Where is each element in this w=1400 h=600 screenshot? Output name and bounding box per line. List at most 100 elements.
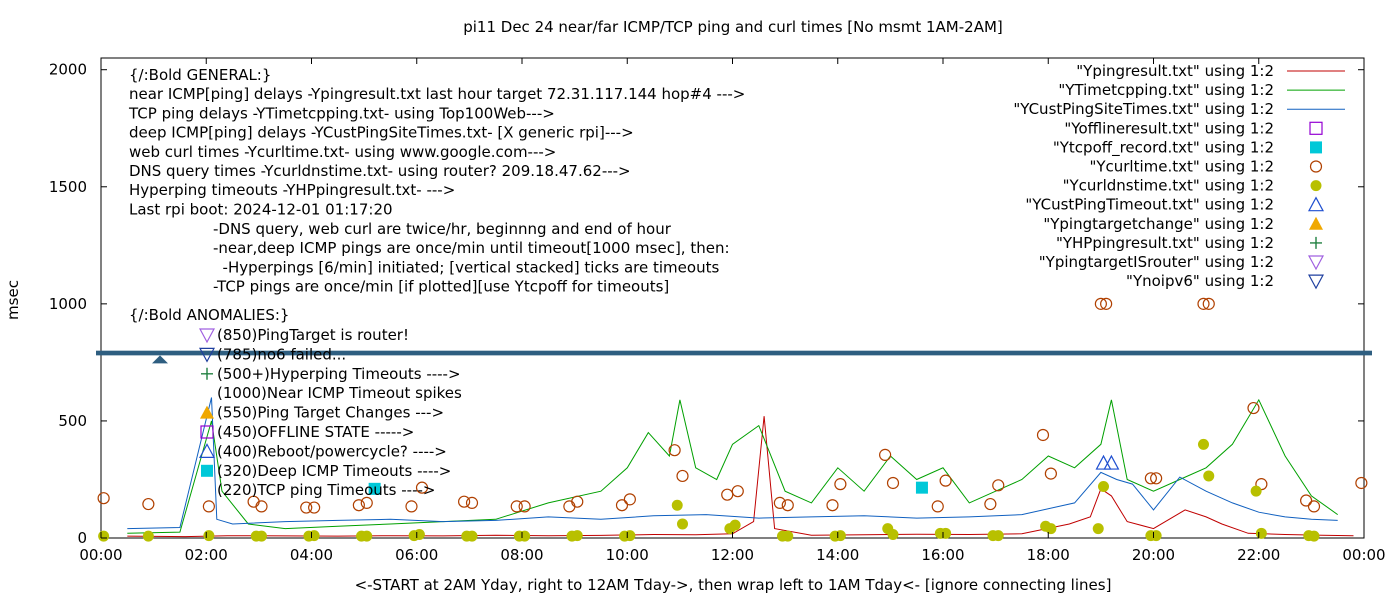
anomaly-marker bbox=[198, 443, 216, 458]
x-tick-label: 00:00 bbox=[1342, 546, 1385, 564]
anomaly-text: (500+)Hyperping Timeouts ----> bbox=[217, 365, 461, 383]
legend: "Ypingresult.txt" using 1:2"YTimetcpping… bbox=[1013, 62, 1345, 290]
series-6-point bbox=[142, 530, 154, 542]
series-6-point bbox=[940, 527, 952, 539]
break-notch-shade bbox=[152, 355, 168, 364]
series-line-1 bbox=[127, 398, 1338, 534]
series-5-point bbox=[1150, 472, 1163, 485]
series-5-point bbox=[308, 501, 321, 514]
series-6-point bbox=[308, 530, 320, 542]
anomaly-marker bbox=[198, 347, 216, 363]
series-5-point bbox=[668, 444, 681, 457]
x-tick-label: 06:00 bbox=[395, 546, 438, 564]
annotation-notes: {/:Bold GENERAL:}near ICMP[ping] delays … bbox=[128, 66, 745, 324]
note-line: TCP ping delays -YTimetcpping.txt- using… bbox=[128, 104, 555, 122]
anomaly-text: (400)Reboot/powercycle? ----> bbox=[217, 442, 447, 460]
series-5-point bbox=[623, 493, 636, 506]
note-indented-line: -Hyperpings [6/min] initiated; [vertical… bbox=[213, 258, 719, 276]
series-5-point bbox=[1100, 297, 1113, 310]
legend-marker-sample bbox=[1307, 196, 1325, 212]
x-tick-label: 14:00 bbox=[816, 546, 859, 564]
series-5-point bbox=[510, 500, 523, 513]
series-5-point bbox=[465, 496, 479, 509]
series-5-point bbox=[415, 481, 429, 494]
series-5-point bbox=[202, 500, 215, 513]
series-6-point bbox=[1045, 523, 1057, 535]
series-6-point bbox=[1092, 523, 1104, 535]
legend-marker-sample bbox=[1310, 236, 1322, 249]
legend-marker-sample bbox=[1309, 216, 1323, 230]
series-5-point bbox=[300, 501, 313, 514]
anomalies-heading: {/:Bold ANOMALIES:} bbox=[129, 306, 289, 324]
x-tick-label: 00:00 bbox=[79, 546, 122, 564]
note-line: {/:Bold GENERAL:} bbox=[129, 66, 271, 84]
legend-label: "Ypingresult.txt" using 1:2 bbox=[1076, 62, 1274, 80]
legend-label: "Ytcpoff_record.txt" using 1:2 bbox=[1053, 138, 1274, 157]
series-5-point bbox=[721, 488, 734, 501]
x-tick-label: 04:00 bbox=[290, 546, 333, 564]
series-7-point bbox=[1103, 454, 1120, 470]
legend-label: "Ypingtargetchange" using 1:2 bbox=[1043, 215, 1274, 233]
series-4-point bbox=[368, 482, 381, 495]
x-tick-label: 08:00 bbox=[500, 546, 543, 564]
series-6-point bbox=[256, 530, 268, 542]
series-6-point bbox=[1150, 530, 1162, 542]
legend-label: "Yofflineresult.txt" using 1:2 bbox=[1064, 119, 1274, 137]
series-6-point bbox=[624, 530, 636, 542]
series-6-point bbox=[992, 530, 1004, 542]
series-5-point bbox=[1307, 500, 1321, 513]
series-5-point bbox=[1300, 494, 1313, 507]
anomaly-text: (550)Ping Target Changes ---> bbox=[217, 404, 444, 422]
series-5-point bbox=[518, 500, 531, 513]
legend-marker-sample bbox=[1310, 141, 1322, 154]
series-6-point bbox=[677, 518, 689, 530]
series-6-point bbox=[98, 530, 110, 542]
series-5-point bbox=[992, 479, 1005, 492]
series-5-point bbox=[731, 485, 744, 498]
series-6-point bbox=[1250, 485, 1262, 497]
series-6-point bbox=[1203, 470, 1215, 482]
x-tick-label: 02:00 bbox=[185, 546, 228, 564]
y-axis-ticks: 0 500 1000 1500 2000 bbox=[49, 61, 1364, 547]
y-axis-label: msec bbox=[4, 280, 22, 320]
legend-label: "YCustPingSiteTimes.txt" using 1:2 bbox=[1013, 100, 1274, 118]
series-5-point bbox=[939, 474, 952, 487]
anomaly-marker bbox=[201, 464, 213, 477]
series-5-point bbox=[615, 499, 629, 512]
series-5-point bbox=[142, 497, 155, 511]
series-line-2 bbox=[127, 397, 1338, 530]
series-7-point bbox=[1095, 454, 1112, 470]
series-6-point bbox=[834, 530, 846, 542]
series-5-point bbox=[773, 496, 786, 509]
anomaly-marker bbox=[198, 328, 216, 344]
series-5-point bbox=[1197, 297, 1210, 310]
series-6-point bbox=[1308, 530, 1320, 542]
series-6-point bbox=[887, 528, 899, 540]
series-6-point bbox=[519, 530, 531, 542]
legend-label: "YpingtargetISrouter" using 1:2 bbox=[1039, 253, 1274, 271]
series-5-point bbox=[834, 478, 847, 491]
series-5-point bbox=[458, 495, 471, 508]
x-tick-label: 16:00 bbox=[921, 546, 964, 564]
series-6-point bbox=[413, 528, 425, 540]
series-5-point bbox=[1094, 297, 1107, 310]
x-tick-label: 20:00 bbox=[1132, 546, 1175, 564]
note-line: Hyperping timeouts -YHPpingresult.txt- -… bbox=[129, 181, 455, 199]
anomaly-text: (320)Deep ICMP Timeouts ----> bbox=[217, 462, 451, 480]
y-tick-label: 2000 bbox=[49, 61, 87, 79]
note-line: Last rpi boot: 2024-12-01 01:17:20 bbox=[129, 200, 393, 218]
legend-marker-sample bbox=[1310, 180, 1322, 192]
series-layer bbox=[97, 297, 1368, 542]
note-line: DNS query times -Ycurldnstime.txt- using… bbox=[129, 162, 631, 180]
axis-break-band bbox=[96, 350, 1372, 364]
legend-marker-sample bbox=[1307, 255, 1325, 271]
x-tick-label: 10:00 bbox=[606, 546, 649, 564]
series-6-point bbox=[671, 499, 683, 511]
series-6-point bbox=[1098, 480, 1110, 492]
series-6-point bbox=[1255, 527, 1267, 539]
series-5-point bbox=[405, 500, 418, 513]
note-line: deep ICMP[ping] delays -YCustPingSiteTim… bbox=[129, 124, 634, 142]
series-4-point bbox=[915, 481, 928, 494]
legend-label: "Ycurltime.txt" using 1:2 bbox=[1089, 158, 1274, 176]
